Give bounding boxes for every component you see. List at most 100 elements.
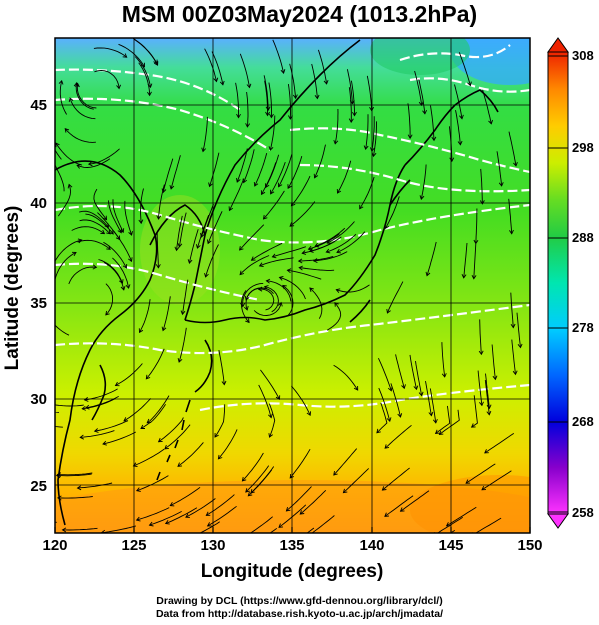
streamline-arrowhead — [323, 80, 329, 85]
streamline — [170, 155, 181, 190]
streamline — [327, 221, 355, 244]
streamline — [510, 292, 514, 328]
streamline-arrowhead — [147, 83, 153, 89]
streamline-arrowhead — [250, 256, 256, 261]
streamline-arrowhead — [68, 97, 74, 103]
cool-patch-north — [370, 38, 470, 75]
streamline — [376, 402, 388, 434]
streamline — [80, 430, 115, 438]
streamline — [79, 219, 111, 235]
streamline — [264, 80, 268, 116]
streamline — [313, 251, 348, 262]
colorbar-label: 278 — [572, 320, 594, 335]
streamline — [204, 48, 217, 82]
streamline — [56, 473, 92, 477]
streamline-arrowhead — [449, 157, 455, 163]
streamline-arrowhead — [336, 248, 342, 254]
streamline — [94, 69, 120, 89]
streamline — [287, 269, 322, 280]
streamline-arrowhead — [201, 147, 207, 153]
streamline-arrowhead — [307, 245, 313, 251]
streamline-arrowhead — [79, 434, 85, 440]
y-tick-label: 25 — [30, 478, 47, 495]
streamline-arrowhead — [418, 391, 424, 397]
streamline-arrowhead — [239, 270, 245, 276]
streamline-arrowhead — [434, 429, 440, 435]
streamline-arrowhead — [77, 238, 83, 244]
streamline — [136, 507, 170, 521]
streamline-arrowhead — [55, 473, 61, 479]
streamline — [202, 116, 208, 152]
streamline-arrowhead — [384, 512, 389, 517]
streamline — [270, 161, 286, 195]
streamline — [287, 155, 303, 189]
streamline-arrowhead — [269, 113, 274, 119]
streamline-arrowhead — [289, 222, 295, 227]
streamline — [57, 472, 93, 476]
streamline-arrowhead — [174, 246, 180, 252]
streamline — [139, 299, 151, 333]
streamline-arrowhead — [155, 264, 161, 269]
streamline — [251, 242, 283, 261]
streamline-arrowhead — [221, 380, 227, 386]
streamline-arrowhead — [49, 402, 53, 406]
streamline — [279, 276, 306, 300]
streamline — [260, 369, 280, 400]
streamline — [239, 53, 250, 88]
streamline-arrowhead — [228, 206, 234, 212]
streamline-arrowhead — [116, 84, 122, 90]
footer-credit-data: Data from http://database.rish.kyoto-u.a… — [155, 608, 444, 620]
streamline — [245, 465, 270, 493]
streamline-arrowhead — [478, 350, 484, 356]
streamline — [430, 105, 435, 141]
streamline — [103, 262, 125, 291]
streamline — [258, 384, 272, 418]
wind-streamlines — [25, 38, 523, 549]
streamline-arrowhead — [309, 287, 314, 293]
streamline — [395, 354, 405, 389]
streamline-arrowhead — [278, 523, 284, 528]
streamline — [516, 312, 521, 348]
streamline — [228, 178, 245, 211]
streamline-arrowhead — [492, 375, 498, 381]
streamline — [112, 257, 130, 289]
streamline — [211, 51, 224, 85]
streamline — [55, 521, 57, 523]
streamline — [108, 200, 122, 233]
streamline — [454, 84, 463, 119]
streamline-arrowhead — [397, 413, 403, 418]
streamline-arrowhead — [117, 228, 122, 234]
streamline-arrowhead — [57, 495, 62, 501]
map-plot-area — [25, 38, 530, 549]
y-tick-label: 35 — [30, 295, 47, 312]
streamline — [289, 448, 311, 479]
streamline-arrowhead — [484, 449, 489, 454]
streamline — [55, 426, 63, 428]
streamline-arrowhead — [335, 288, 341, 293]
streamline-arrowhead — [206, 522, 212, 527]
streamline-arrowhead — [109, 229, 114, 235]
streamline-arrowhead — [314, 94, 320, 100]
streamline-arrowhead — [425, 545, 429, 549]
streamline-arrowhead — [325, 248, 331, 254]
streamline — [414, 70, 423, 106]
streamline — [205, 244, 219, 278]
streamline — [298, 255, 334, 262]
streamline — [482, 89, 492, 124]
streamline-arrowhead — [445, 522, 451, 527]
streamline-arrowhead — [298, 265, 303, 271]
streamline — [75, 82, 94, 110]
x-tick-label: 150 — [517, 537, 542, 554]
streamline-arrowhead — [513, 162, 518, 167]
streamline-arrowhead — [243, 305, 249, 311]
streamline-arrowhead — [102, 440, 107, 446]
streamline-arrowhead — [297, 258, 303, 264]
streamline-arrowhead — [280, 69, 286, 74]
streamline — [133, 448, 165, 467]
streamline-arrowhead — [25, 403, 29, 407]
footer-credit-dcl: Drawing by DCL (https://www.gfd-dennou.o… — [156, 595, 443, 607]
streamline — [390, 383, 401, 418]
streamline — [511, 339, 516, 375]
streamline-arrowhead — [250, 488, 255, 494]
streamline-arrowhead — [348, 118, 354, 123]
